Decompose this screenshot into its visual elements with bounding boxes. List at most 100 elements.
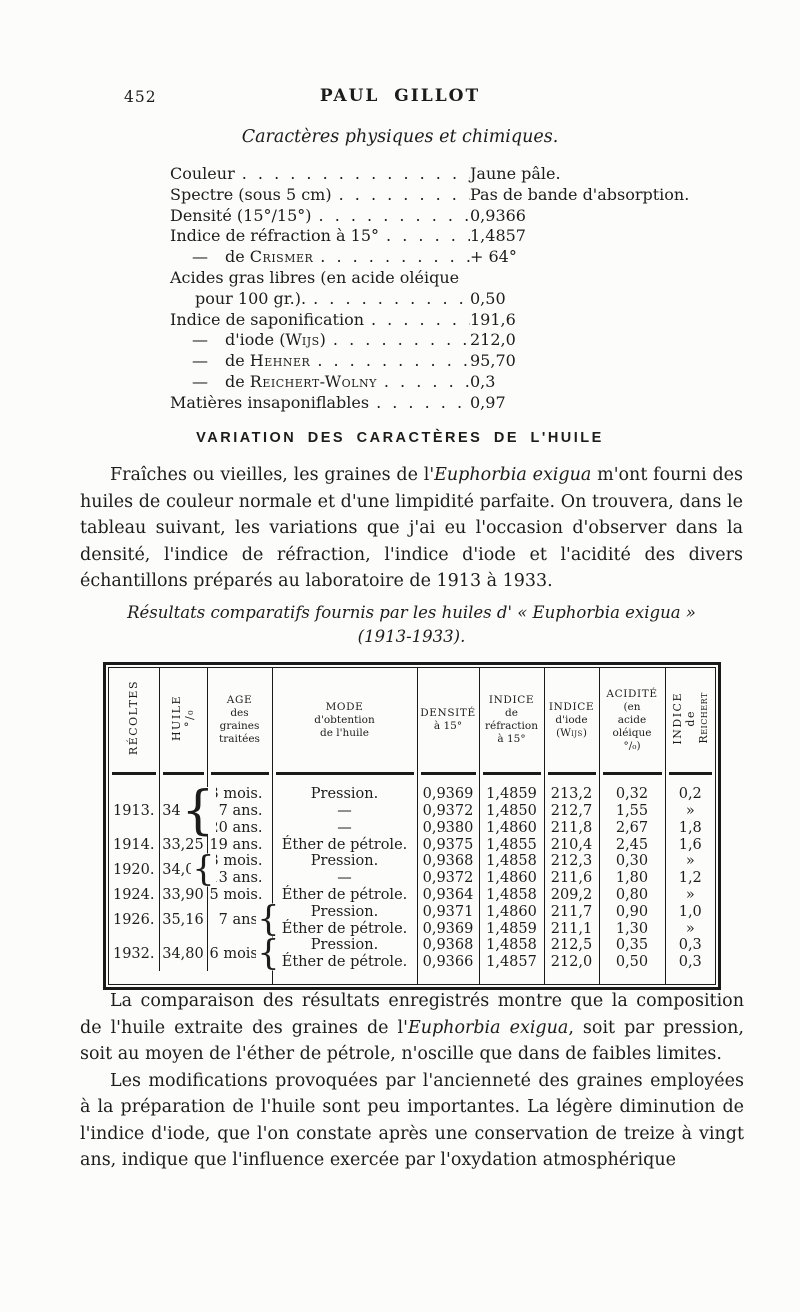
cell-mode: Pression.: [272, 853, 418, 870]
dot-leader: . . . . . . . . . . . . . . . . . . . . …: [313, 288, 470, 308]
cell-densite: 0,9368: [417, 853, 480, 870]
cell-refraction: 1,4860: [479, 869, 545, 887]
cell-age: 19 ans.: [207, 836, 273, 854]
species-name: Euphorbia exigua: [434, 465, 592, 485]
cell-year: 1924.: [109, 886, 160, 904]
item-label: pour 100 gr.).: [195, 288, 307, 308]
paragraph-text: Fraîches ou vieilles, les graines de l': [110, 465, 435, 485]
cell-mode: Éther de pétrole.: [272, 920, 418, 938]
list-item: — de Reichert-Wolny . . . . . . . . . . . …: [170, 372, 742, 393]
cell-reichert: »: [685, 920, 695, 937]
caption-line-1: Résultats comparatifs fournis par les hu…: [127, 603, 696, 622]
cell-densite: 0,9369: [417, 920, 480, 938]
group-brace: {: [256, 899, 281, 940]
item-value: 191,6: [470, 309, 516, 329]
list-item: — de Hehner . . . . . . . . . . . . . . . …: [170, 351, 742, 372]
paragraph-text: , soit par pression, soit au moyen de l'…: [80, 1017, 744, 1065]
item-label: Indice de saponification: [170, 309, 364, 329]
cell-mode: Pression.: [272, 786, 418, 803]
table-row: 20 ans. — 0,9380 1,4860 211,8 2,67 1,8: [109, 819, 715, 837]
item-label-smallcaps: Hehner: [249, 351, 311, 371]
item-value: 0,50: [470, 288, 506, 308]
cell-densite: 0,9366: [417, 953, 480, 971]
cell-reichert: »: [685, 853, 695, 870]
item-label: Densité (15°/15°): [170, 205, 312, 225]
cell-acidite: 0,80: [599, 886, 666, 904]
header-densite: DENSITÉ à 15°: [417, 668, 480, 772]
header-refraction: INDICE de réfraction à 15°: [479, 668, 545, 772]
cell-mode: Éther de pétrole.: [272, 886, 418, 904]
cell-iode: 211,1: [544, 920, 600, 938]
cell-densite: 0,9364: [417, 886, 480, 904]
item-label: Spectre (sous 5 cm): [170, 184, 332, 204]
item-label: Matières insaponiflables: [170, 392, 370, 412]
running-head: 452 PAUL GILLOT: [0, 86, 800, 110]
list-item: Acides gras libres (en acide oléique: [170, 268, 742, 289]
cell-year: 1926.: [109, 903, 160, 938]
cell-reichert: 1,2: [678, 870, 702, 887]
item-value: 0,97: [470, 392, 506, 412]
list-item: Indice de réfraction à 15° . . . . . . . …: [170, 226, 742, 247]
cell-reichert: 1,8: [678, 819, 702, 836]
cell-acidite: 1,55: [599, 802, 666, 820]
cell-iode: 211,7: [544, 903, 600, 921]
cell-mode: Éther de pétrole.: [272, 836, 418, 854]
cell-iode: 212,5: [544, 937, 600, 954]
dot-leader: . . . . . . . . . . . . . . . . . . . . …: [241, 164, 470, 183]
cell-iode: 213,2: [544, 786, 600, 803]
cell-acidite: 0,35: [599, 937, 666, 954]
cell-age: 3 mois.: [207, 853, 273, 870]
cell-year: 1914.: [109, 836, 160, 854]
cell-densite: 0,9372: [417, 869, 480, 887]
cell-reichert: »: [685, 802, 695, 819]
cell-acidite: 0,50: [599, 953, 666, 971]
species-name: Euphorbia exigua: [407, 1017, 569, 1038]
cell-mode: —: [272, 819, 418, 837]
dot-leader: . . . . . . . . . . . . . . . . . . . . …: [332, 330, 470, 350]
cell-age: 7 ans.{: [207, 902, 281, 937]
cell-mode: Pression.: [272, 937, 418, 954]
cell-acidite: 2,67: [599, 819, 666, 837]
table-row: 1920. 34,07{ 3 mois. Pression. 0,9368 1,…: [109, 852, 715, 887]
dot-leader: . . . . . . . . . . . . . . . . . . . . …: [317, 351, 470, 371]
cell-acidite: 0,30: [599, 853, 666, 870]
item-value: 212,0: [470, 330, 516, 350]
cell-iode: 211,8: [544, 819, 600, 837]
header-huile: HUILE °/₀: [159, 668, 208, 772]
cell-reichert: 1,0: [678, 903, 702, 920]
cell-iode: 212,0: [544, 953, 600, 971]
dot-leader: . . . . . . . . . . . . . . . . . . . . …: [371, 309, 470, 329]
dot-leader: . . . . . . . . . . . . . . . . . . . . …: [318, 205, 470, 225]
table-row: 1924. 33,90 5 mois. Éther de pétrole. 0,…: [109, 886, 715, 904]
cell-acidite: 0,32: [599, 786, 666, 803]
cell-huile: 35,16: [159, 903, 208, 938]
item-label: Acides gras libres (en acide oléique: [170, 267, 460, 287]
list-item: Couleur . . . . . . . . . . . . . . . . .…: [170, 164, 742, 185]
paragraph-2: La comparaison des résultats enregistrés…: [80, 988, 744, 1068]
table-caption: Résultats comparatifs fournis par les hu…: [80, 601, 743, 649]
group-brace: {: [180, 781, 216, 842]
cell-mode: Pression.: [272, 903, 418, 921]
paragraph-text: La comparaison des résultats enregistrés…: [80, 991, 744, 1038]
cell-age: 7 ans.: [207, 802, 273, 820]
cell-huile: 34,80: [159, 937, 208, 971]
cell-year: 1920.: [109, 853, 160, 887]
cell-acidite: 1,80: [599, 869, 666, 887]
item-label-smallcaps: Crismer: [249, 247, 314, 267]
cell-acidite: 2,45: [599, 836, 666, 854]
cell-age: 3 mois.: [207, 786, 273, 803]
paragraph-text: m'ont fourni des huiles de couleur norma…: [80, 465, 743, 591]
cell-age: 20 ans.: [207, 819, 273, 837]
paragraph-3: Les modifications provoquées par l'ancie…: [80, 1070, 744, 1171]
header-iode: INDICE d'iode (Wijs): [544, 668, 600, 772]
item-value: Jaune pâle.: [470, 164, 561, 183]
page-number: 452: [124, 88, 157, 106]
dot-leader: . . . . . . . . . . . . . . . . . . . . …: [320, 247, 470, 267]
cell-densite: 0,9380: [417, 819, 480, 837]
list-item: Spectre (sous 5 cm) . . . . . . . . . . .…: [170, 185, 742, 206]
list-item: pour 100 gr.). . . . . . . . . . . . . . …: [170, 289, 742, 310]
table-row: Éther de pétrole. 0,9369 1,4859 211,1 1,…: [109, 920, 715, 938]
cell-huile: 33,90: [159, 886, 208, 904]
cell-iode: 211,6: [544, 869, 600, 887]
